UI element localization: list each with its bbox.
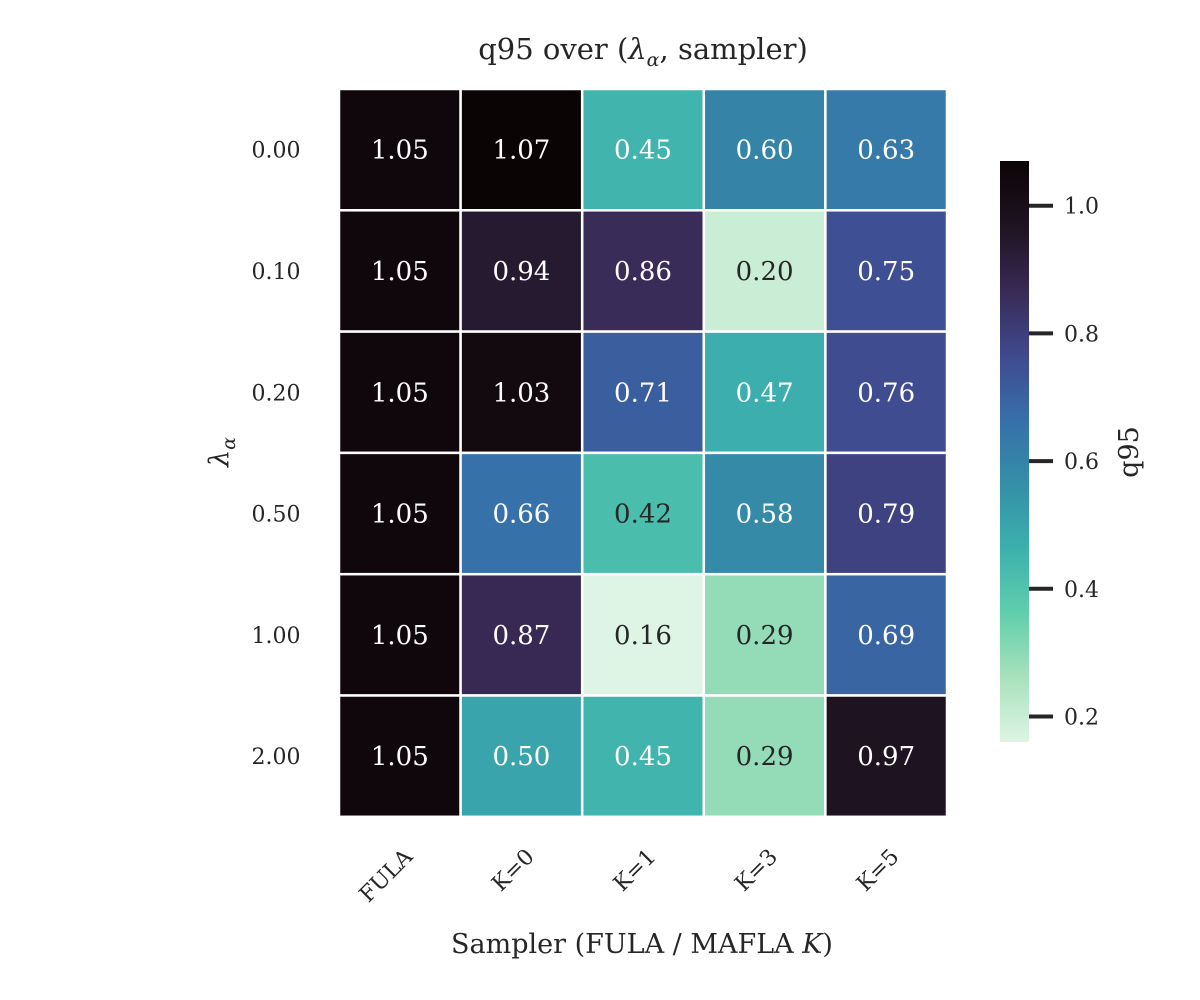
cell-value-label: 0.97 [857, 742, 915, 772]
y-tick-label: 2.00 [252, 745, 301, 770]
heatmap-cell [337, 451, 462, 576]
y-tick-label: 0.00 [252, 139, 301, 164]
cell-value-label: 0.45 [614, 742, 672, 772]
cell-value-label: 1.03 [492, 378, 550, 408]
cell-value-label: 0.86 [614, 257, 672, 287]
heatmap-cell [702, 330, 827, 455]
chart-title: q95 over (λα, sampler) [478, 32, 808, 71]
cell-value-label: 0.63 [857, 136, 915, 166]
y-tick-label: 0.20 [252, 381, 301, 406]
y-tick-label: 1.00 [252, 624, 301, 649]
cell-value-label: 0.76 [857, 378, 915, 408]
cell-value-label: 1.05 [371, 136, 429, 166]
cell-value-label: 0.75 [857, 257, 915, 287]
heatmap-cell [459, 451, 584, 576]
heatmap-cell [580, 572, 706, 697]
cell-value-label: 0.29 [736, 621, 794, 651]
cell-value-label: 1.05 [371, 621, 429, 651]
cell-value-label: 0.16 [614, 621, 672, 651]
x-tick-label: K=0 [487, 845, 539, 897]
heatmap-cell [459, 572, 584, 697]
cell-value-label: 0.87 [492, 621, 550, 651]
heatmap-cell [337, 209, 462, 333]
cell-value-label: 0.66 [492, 500, 550, 530]
colorbar-tick-label: 1.0 [1064, 195, 1099, 220]
cell-value-label: 0.42 [614, 500, 672, 530]
y-axis-ticks: 0.00 0.10 0.20 0.50 1.00 2.00 [252, 139, 301, 771]
heatmap-cell [580, 87, 706, 212]
cell-value-label: 0.58 [736, 500, 794, 530]
heatmap-cell [580, 451, 706, 576]
heatmap-cell [459, 694, 584, 819]
colorbar-tick-label: 0.8 [1064, 322, 1099, 347]
heatmap-cell [580, 209, 706, 333]
heatmap-cell [459, 330, 584, 455]
heatmap-cell [459, 87, 584, 212]
cell-value-label: 0.47 [736, 378, 794, 408]
cell-value-label: 0.20 [736, 257, 794, 287]
cell-value-label: 0.50 [492, 742, 550, 772]
heatmap-cell [824, 694, 949, 819]
x-axis-ticks: FULA K=0 K=1 K=3 K=5 [355, 844, 905, 908]
cell-value-label: 1.05 [371, 742, 429, 772]
cell-value-label: 0.71 [614, 378, 672, 408]
heatmap-cell [702, 694, 827, 819]
cell-value-label: 0.60 [736, 136, 794, 166]
heatmap-cell [824, 209, 949, 333]
x-tick-label: FULA [355, 844, 419, 908]
cell-value-label: 1.05 [371, 500, 429, 530]
y-axis-label: λα [204, 437, 240, 468]
x-tick-label: K=3 [731, 845, 783, 897]
x-tick-label: K=1 [609, 845, 661, 897]
cell-value-label: 0.94 [492, 257, 550, 287]
cell-value-label: 1.05 [371, 257, 429, 287]
heatmap-cell [337, 572, 462, 697]
heatmap-cell [580, 694, 706, 819]
y-tick-label: 0.10 [252, 260, 301, 285]
x-tick-label: K=5 [852, 845, 904, 897]
heatmap-cell [337, 87, 462, 212]
cell-value-label: 1.05 [371, 378, 429, 408]
cell-value-label: 0.29 [736, 742, 794, 772]
colorbar-tick-label: 0.4 [1064, 578, 1099, 603]
colorbar-tick-label: 0.2 [1064, 705, 1099, 730]
cell-value-label: 0.45 [614, 136, 672, 166]
heatmap-cells: 1.05 1.07 0.45 0.60 0.63 1.05 0.94 0.86 0.20 0.75… [337, 87, 949, 819]
x-axis-label: Sampler (FULA / MAFLA K) [451, 929, 833, 960]
colorbar-ticks: 0.2 0.4 0.6 0.8 1.0 [1029, 195, 1099, 730]
colorbar [1000, 161, 1029, 742]
cell-value-label: 1.07 [492, 136, 550, 166]
heatmap-cell [824, 451, 949, 576]
cell-value-label: 0.69 [857, 621, 915, 651]
y-tick-label: 0.50 [252, 503, 301, 528]
colorbar-label: q95 [1114, 426, 1145, 478]
heatmap-cell [702, 451, 827, 576]
colorbar-tick-label: 0.6 [1064, 450, 1099, 475]
cell-value-label: 0.79 [857, 500, 915, 530]
